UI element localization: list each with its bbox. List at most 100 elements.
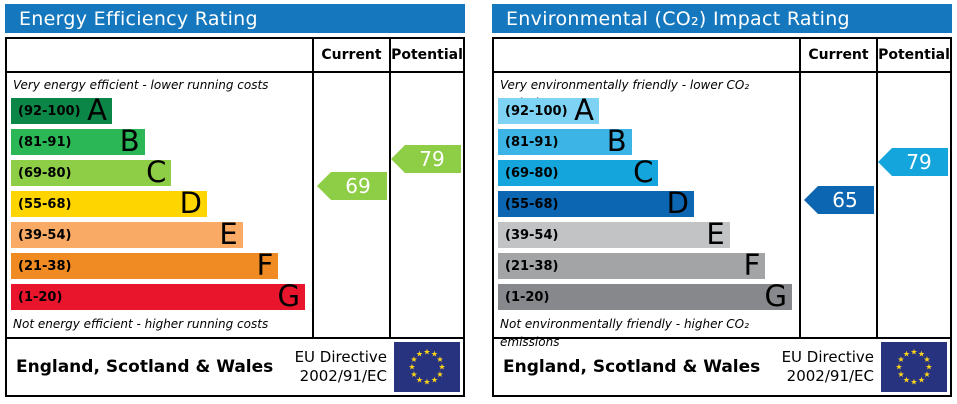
footer-region: England, Scotland & Wales (16, 357, 274, 377)
panel-footer: England, Scotland & Wales EU Directive 2… (494, 339, 950, 395)
current-column: 65 (799, 73, 876, 337)
svg-text:★: ★ (423, 348, 430, 357)
top-caption: Very environmentally friendly - lower CO… (500, 78, 750, 110)
svg-text:★: ★ (431, 376, 438, 385)
panel-co2-impact: Environmental (CO₂) Impact Rating Curren… (492, 4, 952, 397)
band-letter: G (277, 279, 301, 313)
panel-title-co2: Environmental (CO₂) Impact Rating (492, 4, 952, 33)
band-range: (39-54) (18, 227, 72, 243)
eu-directive-text: EU Directive 2002/91/EC (294, 348, 387, 385)
band-row-a: (92-100) A (11, 93, 112, 127)
svg-text:★: ★ (436, 355, 443, 364)
energy-rating-table: Current Potential Very energy efficient … (7, 39, 463, 339)
band-letter: A (574, 93, 594, 127)
header-blank (494, 39, 799, 73)
svg-text:★: ★ (910, 348, 917, 357)
potential-rating-arrow: 79 (391, 145, 461, 173)
svg-text:★: ★ (897, 370, 904, 379)
svg-text:★: ★ (923, 370, 930, 379)
eu-directive-text: EU Directive 2002/91/EC (781, 348, 874, 385)
band-letter: C (146, 155, 167, 189)
band-range: (21-38) (18, 258, 72, 274)
band-row-f: (21-38) F (498, 248, 766, 282)
top-caption: Very energy efficient - lower running co… (13, 78, 269, 92)
panel-title-energy: Energy Efficiency Rating (5, 4, 465, 33)
band-letter: A (87, 93, 107, 127)
band-range: (92-100) (18, 103, 81, 119)
band-letter: B (606, 124, 627, 158)
band-row-d: (55-68) D (498, 186, 695, 220)
co2-rating-table: Current Potential Very environmentally f… (494, 39, 950, 349)
band-range: (92-100) (505, 103, 568, 119)
band-range: (55-68) (505, 196, 559, 212)
column-header-potential: Potential (876, 39, 950, 73)
svg-text:★: ★ (918, 350, 925, 359)
band-range: (81-91) (505, 134, 559, 150)
band-letter: D (666, 186, 690, 220)
band-range: (69-80) (18, 165, 72, 181)
band-row-c: (69-80) C (498, 155, 659, 189)
band-letter: F (256, 248, 274, 282)
band-row-g: (1-20) G (11, 279, 306, 313)
band-range: (21-38) (505, 258, 559, 274)
svg-text:★: ★ (410, 355, 417, 364)
svg-text:★: ★ (923, 355, 930, 364)
svg-text:★: ★ (903, 350, 910, 359)
column-header-current: Current (799, 39, 876, 73)
energy-rating-box: Current Potential Very energy efficient … (5, 37, 465, 397)
band-list: (92-100) A (81-91) B (69-80) C (55-68) (498, 93, 795, 313)
band-row-g: (1-20) G (498, 279, 793, 313)
footer-region: England, Scotland & Wales (503, 357, 761, 377)
band-row-a: (92-100) A (498, 93, 599, 127)
band-range: (1-20) (505, 289, 550, 305)
band-letter: E (706, 217, 725, 251)
svg-text:★: ★ (438, 363, 445, 372)
header-blank (7, 39, 312, 73)
band-letter: C (633, 155, 654, 189)
band-row-b: (81-91) B (11, 124, 145, 158)
svg-text:★: ★ (903, 376, 910, 385)
band-letter: E (219, 217, 238, 251)
svg-text:★: ★ (431, 350, 438, 359)
band-row-f: (21-38) F (11, 248, 279, 282)
band-row-e: (39-54) E (498, 217, 730, 251)
potential-column: 79 (389, 73, 463, 337)
svg-text:★: ★ (436, 370, 443, 379)
band-letter: G (764, 279, 788, 313)
band-letter: F (743, 248, 761, 282)
eu-flag-icon: ★ ★★ ★★★ ★★★ ★★★ (881, 342, 947, 392)
band-letter: B (119, 124, 140, 158)
svg-text:★: ★ (416, 376, 423, 385)
band-list: (92-100) A (81-91) B (69-80) C (55-68) (11, 93, 308, 313)
potential-column: 79 (876, 73, 950, 337)
column-header-potential: Potential (389, 39, 463, 73)
svg-text:★: ★ (895, 363, 902, 372)
band-range: (81-91) (18, 134, 72, 150)
svg-text:★: ★ (416, 350, 423, 359)
panel-energy-efficiency: Energy Efficiency Rating Current Potenti… (5, 4, 465, 397)
current-rating-arrow: 69 (317, 172, 387, 200)
current-column: 69 (312, 73, 389, 337)
column-header-current: Current (312, 39, 389, 73)
svg-text:★: ★ (918, 376, 925, 385)
band-row-d: (55-68) D (11, 186, 208, 220)
band-range: (39-54) (505, 227, 559, 243)
bottom-caption: Not environmentally friendly - higher CO… (500, 317, 749, 349)
panel-footer: England, Scotland & Wales EU Directive 2… (7, 339, 463, 395)
band-range: (69-80) (505, 165, 559, 181)
band-row-e: (39-54) E (11, 217, 243, 251)
eu-flag-icon: ★ ★★ ★★★ ★★★ ★★★ (394, 342, 460, 392)
band-letter: D (179, 186, 203, 220)
band-range: (55-68) (18, 196, 72, 212)
potential-rating-arrow: 79 (878, 148, 948, 176)
svg-text:★: ★ (423, 378, 430, 387)
svg-text:★: ★ (408, 363, 415, 372)
svg-text:★: ★ (910, 378, 917, 387)
svg-text:★: ★ (897, 355, 904, 364)
band-range: (1-20) (18, 289, 63, 305)
energy-band-scale: Very energy efficient - lower running co… (7, 73, 312, 337)
co2-rating-box: Current Potential Very environmentally f… (492, 37, 952, 397)
current-rating-arrow: 65 (804, 186, 874, 214)
co2-band-scale: Very environmentally friendly - lower CO… (494, 73, 799, 349)
